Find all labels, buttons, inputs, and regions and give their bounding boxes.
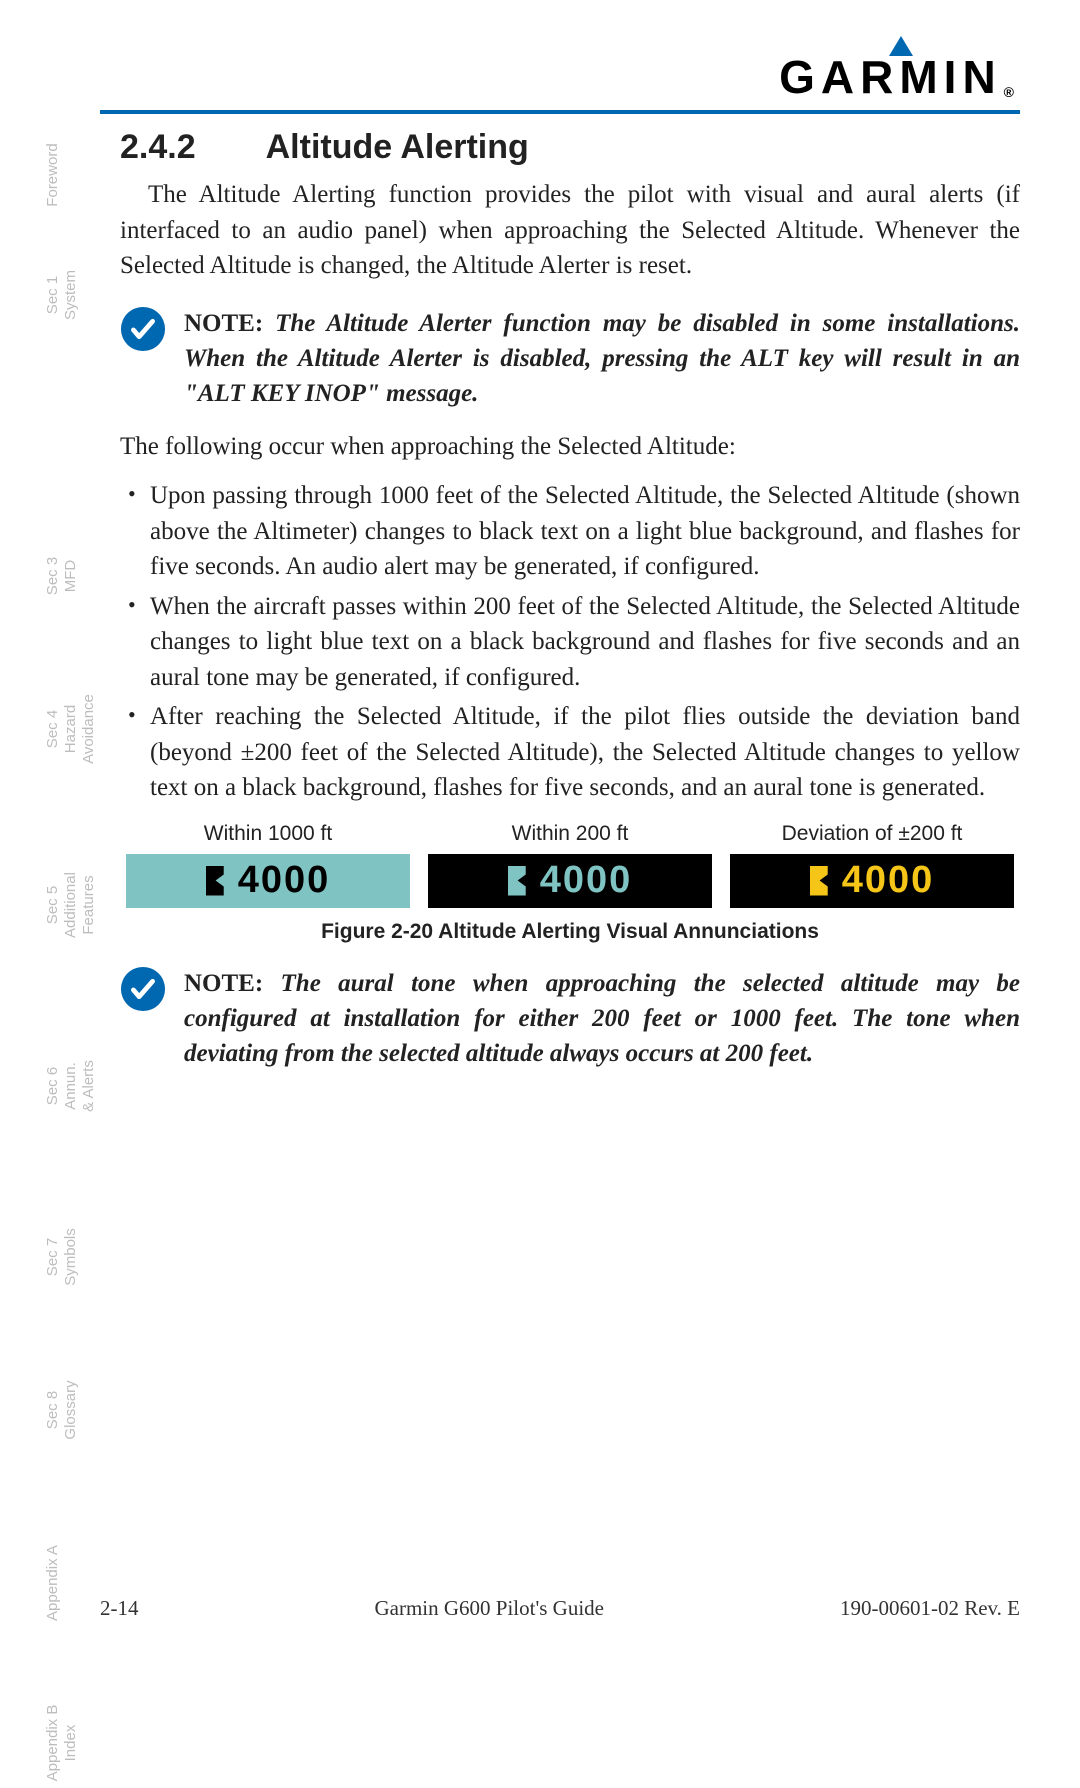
- figure-label-2: Within 200 ft: [428, 822, 712, 846]
- figure-caption: Figure 2-20 Altitude Alerting Visual Ann…: [120, 920, 1020, 944]
- logo-delta-icon: [889, 36, 913, 56]
- annunciation-within-200: 4000: [428, 854, 712, 908]
- note-1: NOTE: The Altitude Alerter function may …: [120, 306, 1020, 411]
- altitude-value-2: 4000: [540, 859, 633, 902]
- page-footer: 2-14 Garmin G600 Pilot's Guide 190-00601…: [100, 1596, 1020, 1621]
- tab-appendix-a: Appendix A: [44, 1538, 62, 1628]
- main-content: 2.4.2 Altitude Alerting The Altitude Ale…: [120, 128, 1020, 1071]
- altitude-bug-icon: [206, 866, 224, 896]
- note-2: NOTE: The aural tone when approaching th…: [120, 966, 1020, 1071]
- tab-sec2: Sec 2PFD: [44, 388, 80, 478]
- tab-sec8: Sec 8Glossary: [44, 1365, 80, 1455]
- altitude-bug-icon: [508, 866, 526, 896]
- figure-row: Within 1000 ft 4000 Within 200 ft 4000 D…: [126, 822, 1014, 908]
- header-rule: [100, 110, 1020, 114]
- bullet-1: Upon passing through 1000 feet of the Se…: [120, 478, 1020, 585]
- figure-item-2: Within 200 ft 4000: [428, 822, 712, 908]
- heading-number: 2.4.2: [120, 128, 196, 167]
- bullet-2: When the aircraft passes within 200 feet…: [120, 589, 1020, 696]
- footer-page-number: 2-14: [100, 1596, 139, 1621]
- tab-appendix-b: Appendix BIndex: [44, 1698, 80, 1788]
- figure-item-3: Deviation of ±200 ft 4000: [730, 822, 1014, 908]
- figure-label-3: Deviation of ±200 ft: [730, 822, 1014, 846]
- lead-sentence: The following occur when approaching the…: [120, 429, 1020, 465]
- tab-sec7: Sec 7Symbols: [44, 1212, 80, 1302]
- note-2-text: NOTE: The aural tone when approaching th…: [184, 966, 1020, 1071]
- bullet-list: Upon passing through 1000 feet of the Se…: [120, 478, 1020, 806]
- tab-sec6: Sec 6Annun.& Alerts: [44, 1036, 98, 1136]
- altitude-value-1: 4000: [238, 859, 331, 902]
- altitude-value-3: 4000: [842, 859, 935, 902]
- figure-item-1: Within 1000 ft 4000: [126, 822, 410, 908]
- garmin-logo: GARMIN®: [779, 50, 1020, 104]
- page: Foreword Sec 1System Sec 2PFD Sec 3MFD S…: [0, 0, 1080, 1669]
- note-icon: [120, 306, 166, 352]
- section-heading: 2.4.2 Altitude Alerting: [120, 128, 1020, 167]
- tab-sec1: Sec 1System: [44, 250, 80, 340]
- footer-doc-rev: 190-00601-02 Rev. E: [840, 1596, 1020, 1621]
- altitude-bug-icon: [810, 866, 828, 896]
- intro-paragraph: The Altitude Alerting function provides …: [120, 177, 1020, 284]
- bullet-3: After reaching the Selected Altitude, if…: [120, 699, 1020, 806]
- tab-sec3: Sec 3MFD: [44, 531, 80, 621]
- logo-text: GARMIN: [779, 50, 1002, 104]
- logo-row: GARMIN®: [100, 50, 1020, 104]
- heading-title: Altitude Alerting: [266, 128, 529, 167]
- registered-mark: ®: [1004, 84, 1020, 100]
- tab-foreword: Foreword: [44, 130, 62, 220]
- side-tabs: Foreword Sec 1System Sec 2PFD Sec 3MFD S…: [44, 130, 84, 1064]
- tab-sec4: Sec 4HazardAvoidance: [44, 674, 98, 784]
- note-1-text: NOTE: The Altitude Alerter function may …: [184, 306, 1020, 411]
- annunciation-deviation: 4000: [730, 854, 1014, 908]
- tab-sec5: Sec 5AdditionalFeatures: [44, 850, 98, 960]
- annunciation-within-1000: 4000: [126, 854, 410, 908]
- footer-doc-title: Garmin G600 Pilot's Guide: [374, 1596, 604, 1621]
- note-icon: [120, 966, 166, 1012]
- figure-label-1: Within 1000 ft: [126, 822, 410, 846]
